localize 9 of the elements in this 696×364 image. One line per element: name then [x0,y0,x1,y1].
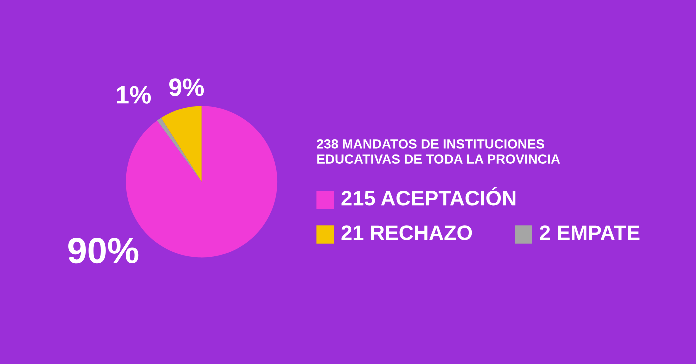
pie-slice [157,118,202,182]
data-label: 9% [170,78,204,96]
legend-label: 215 ACEPTACIÓN [342,187,516,206]
text: 238 MANDATOS DE INSTITUCIONES EDUCATIVAS DE TODA LA PROVINCIA [317,139,560,164]
pie-slice [161,106,202,182]
legend-label: 21 RECHAZO [342,226,472,240]
data-label: 1% [117,86,152,104]
legend-label: 2 EMPATE [540,226,640,240]
data-label: 90% [68,238,139,264]
